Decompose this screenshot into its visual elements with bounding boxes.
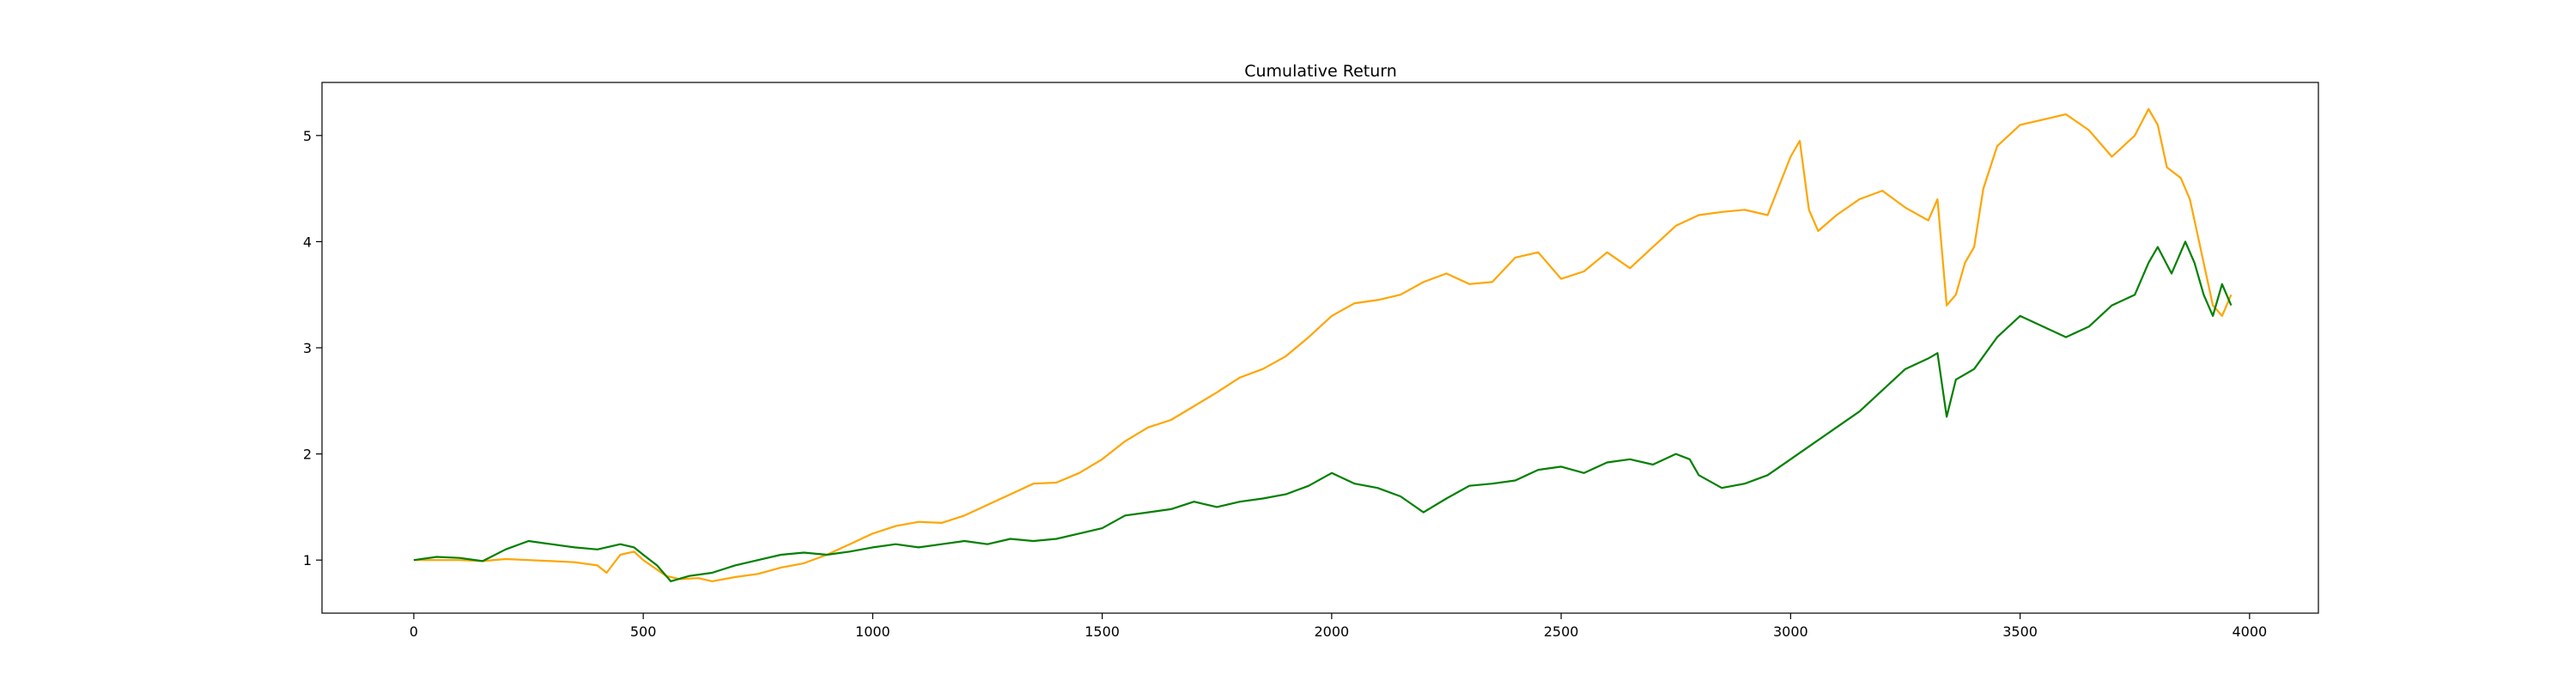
y-tick-label: 5 [303, 128, 312, 144]
x-tick-label: 1000 [855, 623, 890, 640]
series-line-2 [413, 240, 2233, 583]
x-tick-label: 4000 [2232, 623, 2267, 640]
plot-frame [321, 82, 2319, 614]
y-tick-label: 2 [303, 447, 312, 463]
x-tick-label: 0 [410, 623, 418, 640]
chart-title: Cumulative Return [1244, 62, 1397, 81]
x-tick-label: 2500 [1544, 623, 1579, 640]
x-tick-label: 1500 [1084, 623, 1120, 640]
x-tick-label: 3500 [2002, 623, 2038, 640]
x-tick-label: 500 [630, 623, 657, 640]
y-tick-label: 3 [303, 340, 312, 356]
x-tick-label: 3000 [1773, 623, 1808, 640]
x-tick-label: 2000 [1315, 623, 1350, 640]
y-tick-label: 1 [303, 552, 312, 568]
y-tick-label: 4 [303, 234, 312, 250]
series-line-1 [413, 107, 2233, 583]
